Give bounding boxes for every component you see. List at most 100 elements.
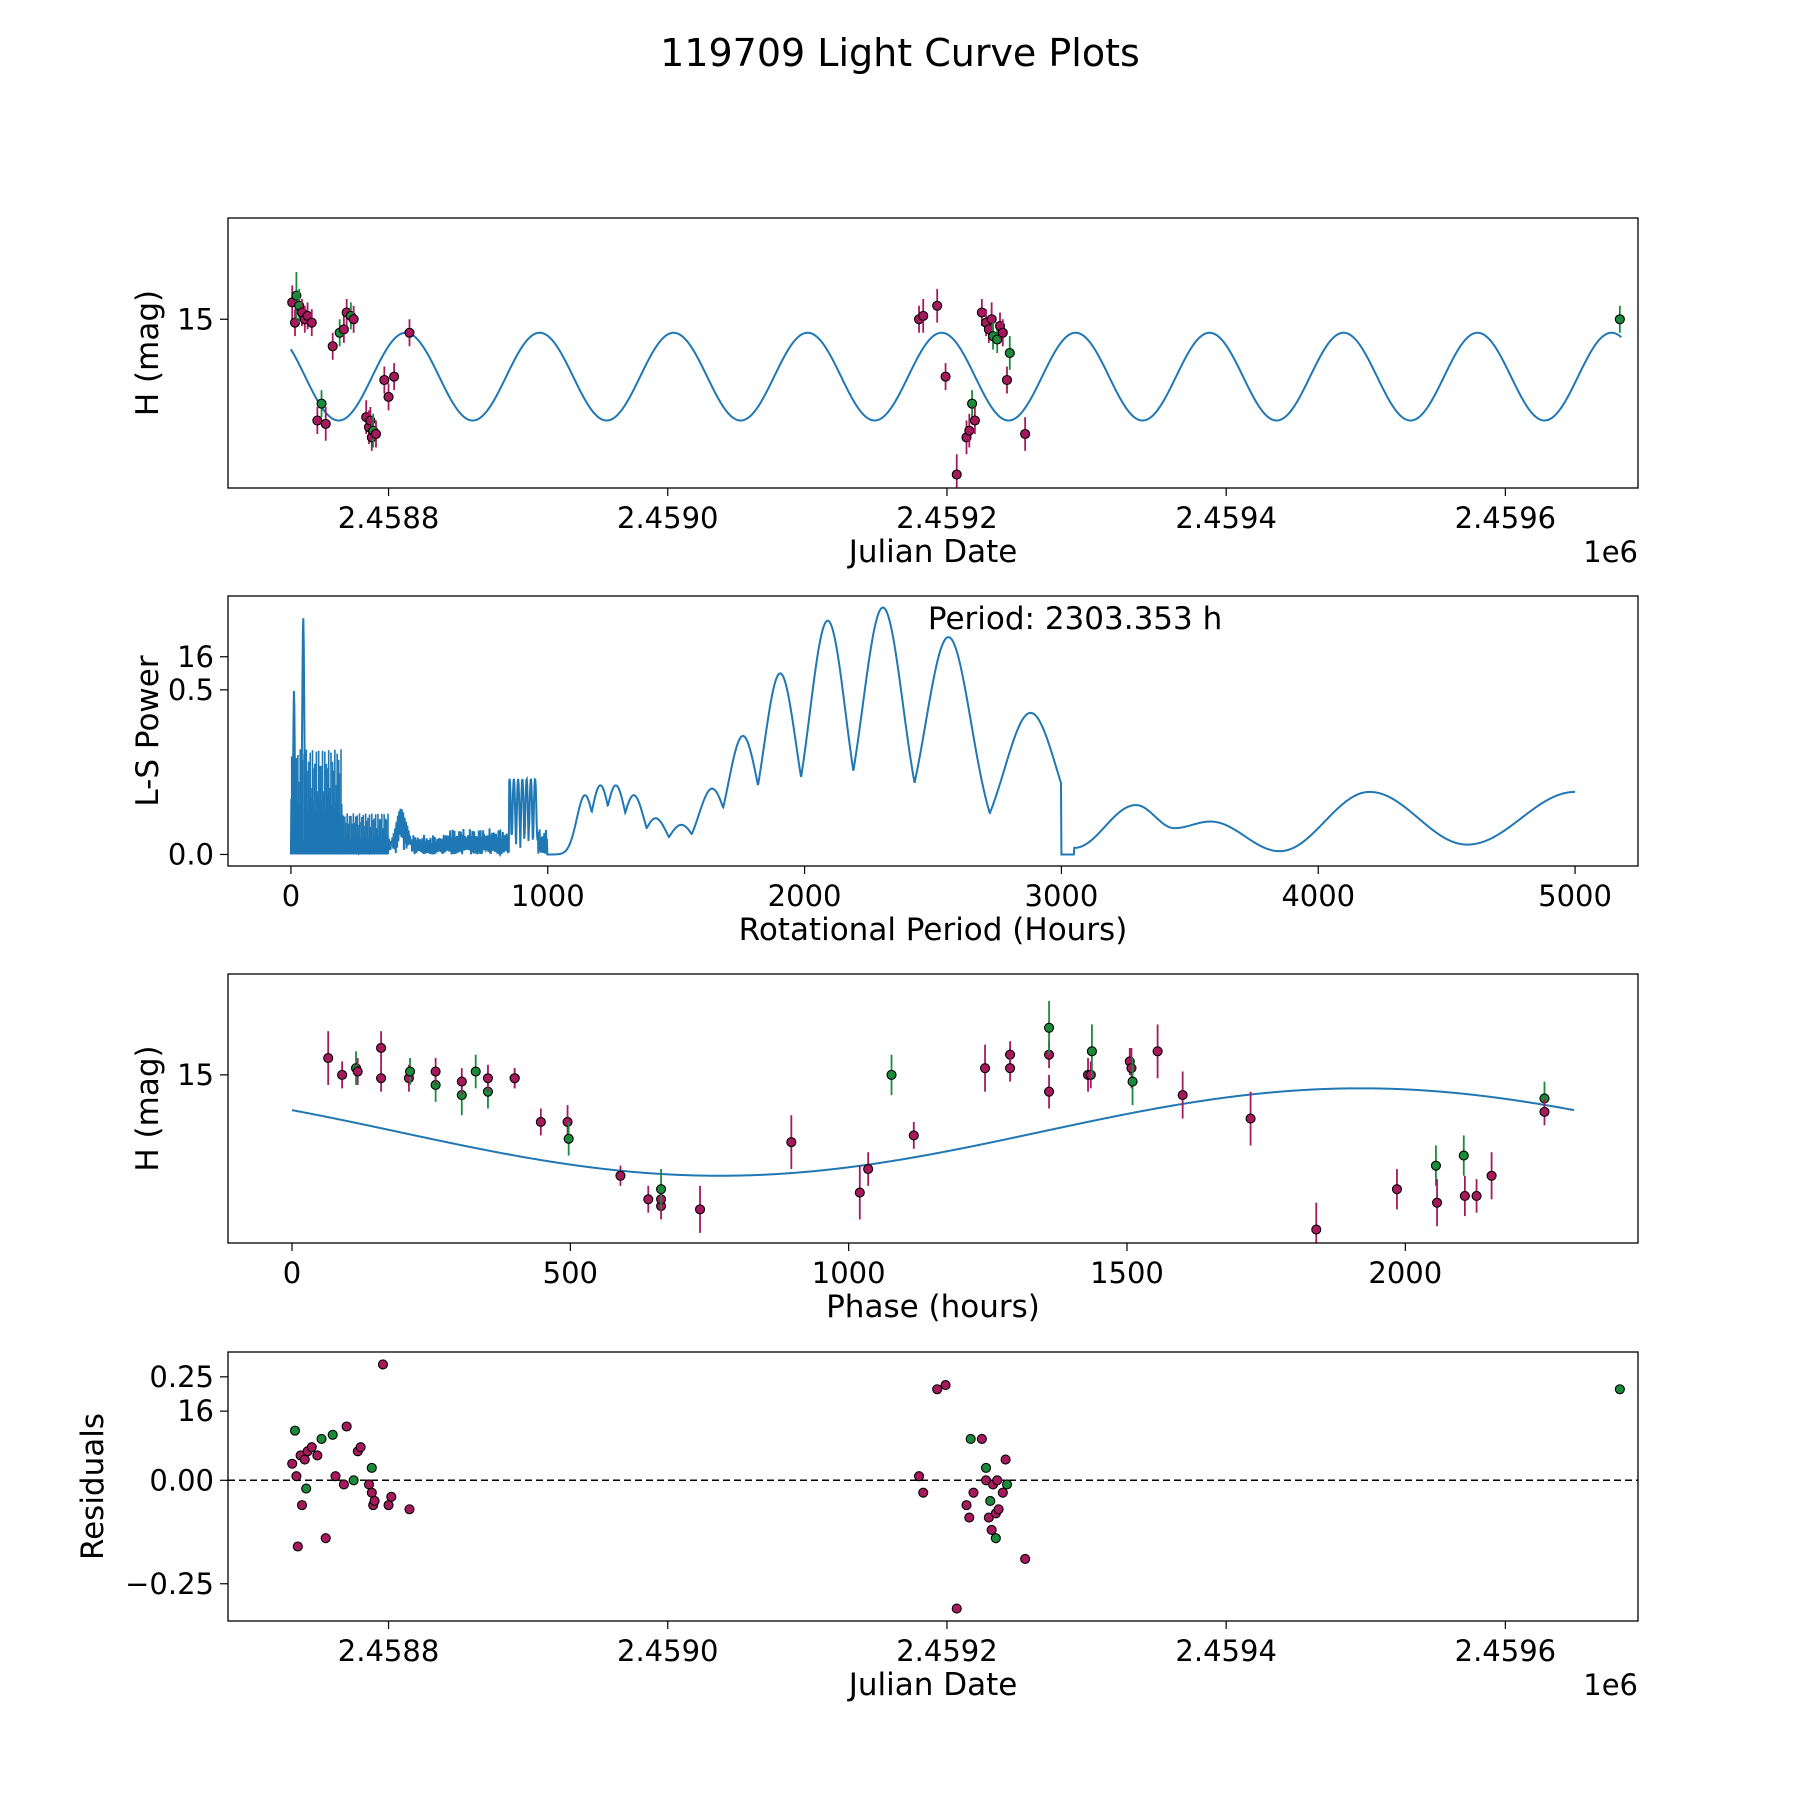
phased-data-point (908, 1130, 919, 1141)
lightcurve-xtick-label: 2.4592 (896, 501, 997, 535)
residuals-data-point (369, 1495, 380, 1507)
lightcurve-data-point (306, 317, 317, 328)
periodogram-power-line (289, 606, 1576, 857)
residuals-axes: 2.4588 2.4590 2.4592 2.4594 2.4596 0.25 0.00 −0… (75, 1360, 1638, 1703)
phased-data-point (1391, 1184, 1403, 1195)
residuals-data-point (355, 1442, 366, 1453)
residuals-data-point (993, 1504, 1004, 1515)
lightcurve-data-point (338, 324, 349, 335)
phased-data-point (376, 1042, 387, 1054)
phased-data-point (1152, 1046, 1163, 1057)
lightcurve-data-point (997, 327, 1008, 338)
lightcurve-data-point (312, 415, 323, 426)
phased-ytick-label: 16 (177, 1394, 214, 1428)
phased-data-point (1431, 1197, 1443, 1208)
periodogram-xtick-label: 1000 (511, 879, 585, 913)
panels: 2.4588 2.4590 2.4592 2.4594 2.4596 16 15 Julian… (75, 217, 1639, 1703)
residuals-data-point (968, 1487, 979, 1498)
phased-frame (227, 973, 1639, 1244)
phased-data-point (1245, 1113, 1256, 1124)
phased-data-point (1086, 1046, 1097, 1057)
residuals-data-point (296, 1500, 308, 1511)
residuals-data-point (299, 1454, 310, 1465)
residuals-xtick-label: 2.4588 (338, 1634, 439, 1668)
phased-data-point (886, 1069, 897, 1080)
residuals-data-point (1001, 1479, 1013, 1490)
lightcurve-axes: 2.4588 2.4590 2.4592 2.4594 2.4596 16 15 Julian… (130, 290, 1638, 674)
phased-axes: 0 500 1000 1500 2000 16 15 Phase (hours) H (mag) (130, 1045, 1442, 1428)
periodogram-axes: 0 1000 2000 3000 4000 5000 0.0 0.5 Rotational Pe… (130, 655, 1612, 948)
lightcurve-xtick-label: 2.4588 (338, 501, 439, 535)
phased-data-point (430, 1066, 441, 1077)
periodogram-xtick-label: 0 (282, 879, 300, 913)
lightcurve-data-point (976, 307, 987, 318)
lightcurve-data-point (383, 391, 394, 402)
periodogram-ylabel: L-S Power (130, 655, 166, 806)
periodogram-xtick-label: 3000 (1025, 879, 1099, 913)
residuals-data-point (997, 1487, 1008, 1498)
periodogram-xlabel: Rotational Period (Hours) (739, 912, 1128, 948)
periodogram-ytick-label: 0.5 (168, 673, 214, 707)
phased-data-point (1539, 1106, 1550, 1117)
lightcurve-data-point (967, 398, 978, 409)
phased-data-point (563, 1133, 574, 1144)
phased-data-point (615, 1170, 626, 1181)
periodogram-xtick-label: 2000 (768, 879, 842, 913)
phased-data-point (854, 1187, 865, 1198)
residuals-data-point (986, 1524, 997, 1536)
residuals-data-point (980, 1462, 992, 1473)
lightcurve-data-point (348, 314, 359, 325)
periodogram-annotation: Period: 2303.353 h (928, 601, 1222, 637)
lightcurve-data-point (379, 374, 390, 386)
residuals-x-offset-label: 1e6 (1583, 1668, 1638, 1702)
residuals-ytick-label: 0.25 (149, 1360, 214, 1394)
periodogram-ytick-label: 0.0 (168, 837, 214, 871)
phased-data-point (1005, 1063, 1016, 1074)
residuals-data-point (1614, 1384, 1625, 1395)
residuals-data-point (383, 1500, 394, 1511)
lightcurve-data-point (969, 415, 980, 426)
lightcurve-plot-area (287, 272, 1625, 488)
residuals-data-point (292, 1541, 303, 1552)
lightcurve-data-point (932, 300, 943, 311)
phased-data-point (1044, 1086, 1055, 1097)
phased-model-curve (291, 1087, 1575, 1177)
phased-data-point (470, 1066, 481, 1077)
residuals-data-point (965, 1433, 976, 1444)
residuals-frame (227, 1351, 1639, 1622)
lightcurve-data-point (1001, 374, 1013, 386)
residuals-data-point (291, 1471, 302, 1482)
residuals-data-point (1000, 1454, 1011, 1465)
residuals-data-point (327, 1429, 338, 1440)
lightcurve-data-point (389, 371, 400, 382)
periodogram-frame (227, 595, 1639, 867)
phased-data-point (1458, 1150, 1469, 1161)
lightcurve-data-point (320, 418, 331, 429)
lightcurve-data-point (404, 327, 415, 338)
residuals-data-point (289, 1425, 301, 1436)
phased-data-point (1486, 1170, 1497, 1181)
phased-plot-area (291, 1000, 1575, 1243)
residuals-data-point (312, 1450, 323, 1461)
phased-data-point (323, 1053, 334, 1064)
phased-data-point (1471, 1190, 1482, 1201)
residuals-ylabel: Residuals (75, 1413, 111, 1560)
residuals-data-point (961, 1500, 972, 1511)
phased-xtick-label: 1000 (812, 1256, 886, 1290)
residuals-data-point (363, 1479, 375, 1490)
lightcurve-data-point (316, 398, 327, 409)
periodogram-xtick-label: 5000 (1538, 879, 1612, 913)
residuals-data-point (964, 1512, 975, 1523)
lightcurve-data-point (1020, 428, 1031, 440)
residuals-data-point (932, 1384, 943, 1395)
residuals-data-point (320, 1533, 331, 1544)
phased-data-point (1126, 1063, 1137, 1074)
residuals-data-point (404, 1504, 415, 1515)
residuals-data-point (918, 1487, 929, 1498)
phased-xlabel: Phase (hours) (826, 1289, 1040, 1325)
residuals-data-point (1020, 1553, 1031, 1564)
residuals-xlabel: Julian Date (847, 1667, 1018, 1703)
phased-data-point (1177, 1090, 1188, 1101)
residuals-ytick-label: −0.25 (125, 1567, 214, 1601)
phased-data-point (509, 1073, 520, 1084)
